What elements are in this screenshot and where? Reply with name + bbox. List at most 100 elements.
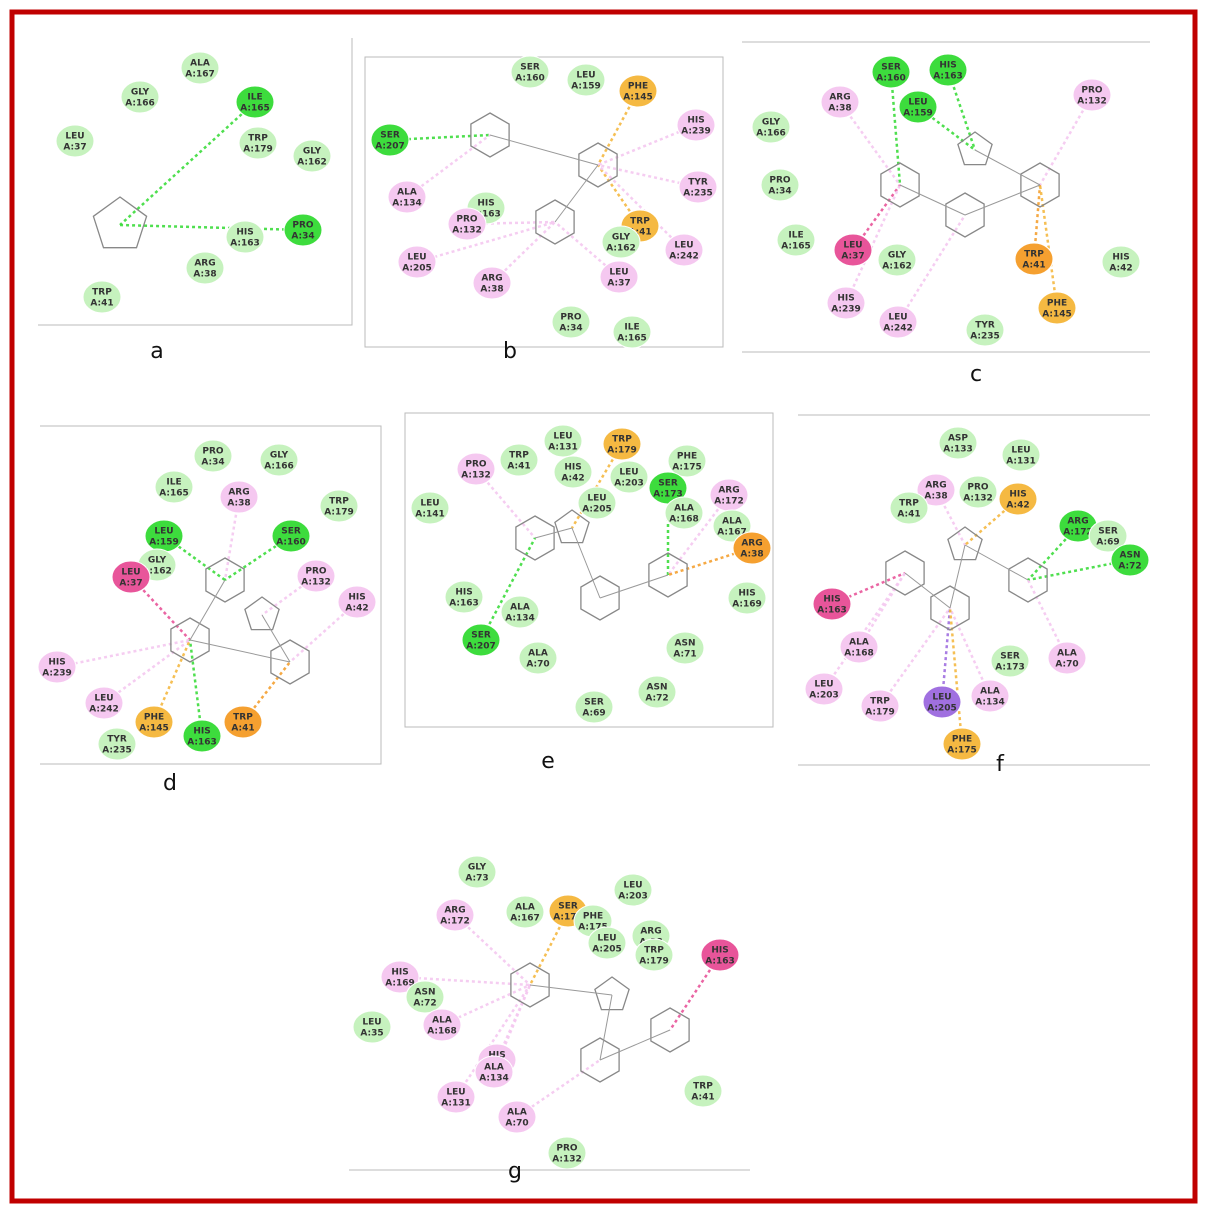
residue-id: A:179 [324,508,354,518]
residue-name: LEU [843,241,862,251]
residue-id: A:167 [185,70,215,80]
residue-name: LEU [121,568,140,578]
residue-id: A:175 [947,746,977,756]
residue-circle [499,443,539,477]
residue-circle [380,960,420,994]
residue-id: A:72 [413,999,436,1009]
residue-id: A:132 [1077,97,1107,107]
residue-circle [223,705,263,739]
residue-circle [283,213,323,247]
residue-id: A:175 [578,923,608,933]
residue-name: ASP [948,434,968,444]
residue-circle [727,581,767,615]
residue-circle [970,679,1010,713]
residue-name: TYR [975,321,995,331]
residue-name: GLY [148,556,167,566]
panel-frames [38,38,1150,1171]
residue-circle [185,251,225,285]
residue-id: A:131 [1006,457,1036,467]
residue-id: A:166 [264,462,294,472]
residue-circle [444,580,484,614]
residue-circle [55,124,95,158]
interaction-line [597,163,699,189]
residue-id: A:134 [479,1074,509,1084]
residue-name: ASN [1120,551,1141,561]
residue-circle [574,690,614,724]
residue-circle [1047,641,1087,675]
residue-name: LEU [908,98,927,108]
residue-name: TRP [644,946,664,956]
residue-name: PHE [1047,299,1067,309]
ligand-ring [580,1037,620,1083]
residue-circle [474,1055,514,1089]
residue-id: A:35 [360,1029,383,1039]
residue-id: A:38 [480,285,503,295]
residue-circle [456,452,496,486]
residue-name: ALA [1057,649,1077,659]
residue-name: ARG [925,481,946,491]
ligand-ring [930,585,970,631]
residue-id: A:205 [592,945,622,955]
panel-label: e [541,749,555,774]
residue-circle [928,53,968,87]
residue-id: A:163 [933,72,963,82]
residue-name: HIS [564,463,581,473]
interaction-line [570,443,624,529]
residue-name: PRO [305,567,327,577]
residue-id: A:41 [691,1093,714,1103]
residue-id: A:134 [505,614,535,624]
residue-circle [405,980,445,1014]
residue-name: PRO [456,215,478,225]
residue-name: PRO [1081,86,1103,96]
residue-name: ARG [1067,517,1088,527]
ligand-bond [189,579,226,641]
residue-id: A:132 [461,471,491,481]
ligand-ring [535,199,575,245]
residue-circle [472,266,512,300]
residue-circle [820,85,860,119]
residue-name: ALA [849,638,869,648]
interaction-line [1038,94,1094,186]
residue-id: A:169 [732,600,762,610]
residue-id: A:173 [995,663,1025,673]
residue-name: LEU [407,253,426,263]
ligand-ring [648,552,688,598]
residue-id: A:134 [392,199,422,209]
ligand-ring [244,596,280,631]
residue-name: ALA [722,517,742,527]
residue-name: HIS [1112,253,1129,263]
residue-circle [877,243,917,277]
residue-id: A:145 [1042,310,1072,320]
residue-id: A:133 [943,445,973,455]
residue-name: LEU [609,268,628,278]
residue-name: ARG [640,927,661,937]
residue-circle [613,873,653,907]
residue-name: SER [881,63,901,73]
residue-id: A:42 [345,604,368,614]
residue-name: TRP [899,499,919,509]
residue-id: A:169 [385,979,415,989]
residue-name: ASN [647,683,668,693]
residue-id: A:242 [89,705,119,715]
residue-id: A:168 [844,649,874,659]
